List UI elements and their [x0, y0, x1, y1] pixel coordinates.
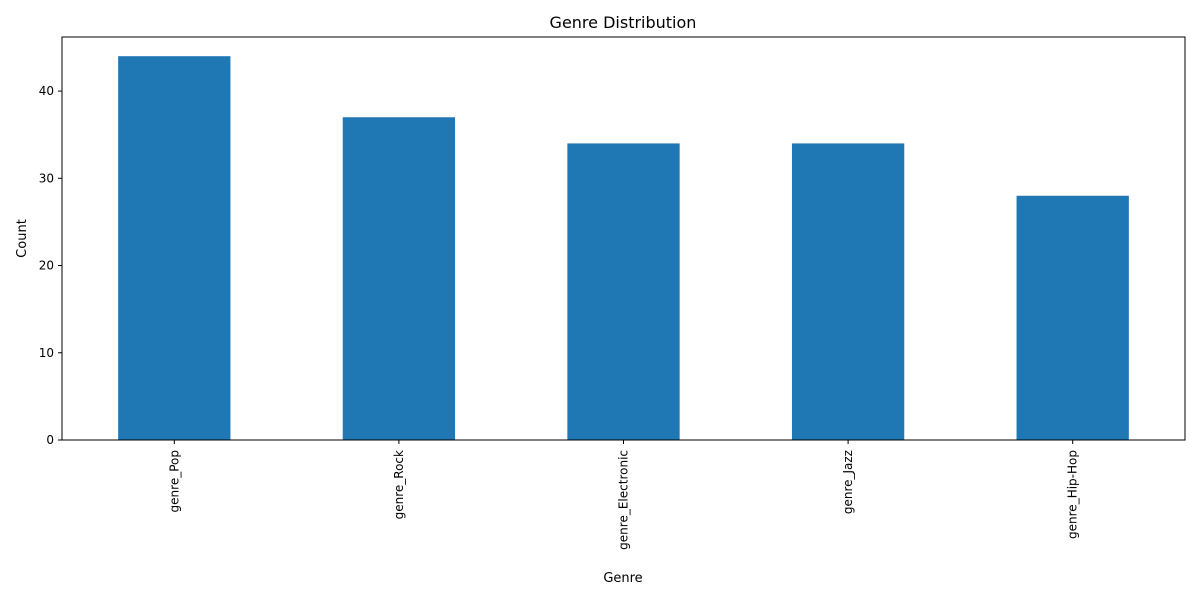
- x-tick-label-genre-rock: genre_Rock: [392, 450, 406, 519]
- chart-title: Genre Distribution: [550, 13, 697, 32]
- y-tick-label-20: 20: [39, 259, 54, 273]
- bar-genre-rock: [342, 117, 456, 440]
- bar-genre-pop: [118, 56, 231, 440]
- x-tick-label-genre-jazz: genre_Jazz: [841, 450, 855, 514]
- y-axis-label: Count: [15, 219, 30, 258]
- bar-genre-electronic: [567, 143, 680, 440]
- x-axis-label: Genre: [603, 571, 642, 586]
- x-tick-label-genre-pop: genre_Pop: [167, 450, 181, 512]
- y-tick-label-0: 0: [46, 433, 54, 447]
- bar-genre-jazz: [791, 143, 905, 440]
- x-tick-label-genre-hip-hop: genre_Hip-Hop: [1066, 450, 1080, 539]
- x-tick-label-genre-electronic: genre_Electronic: [617, 450, 631, 550]
- y-tick-label-10: 10: [39, 346, 54, 360]
- bar-genre-hip-hop: [1016, 195, 1129, 440]
- y-tick-label-30: 30: [39, 171, 54, 185]
- y-tick-label-40: 40: [39, 84, 54, 98]
